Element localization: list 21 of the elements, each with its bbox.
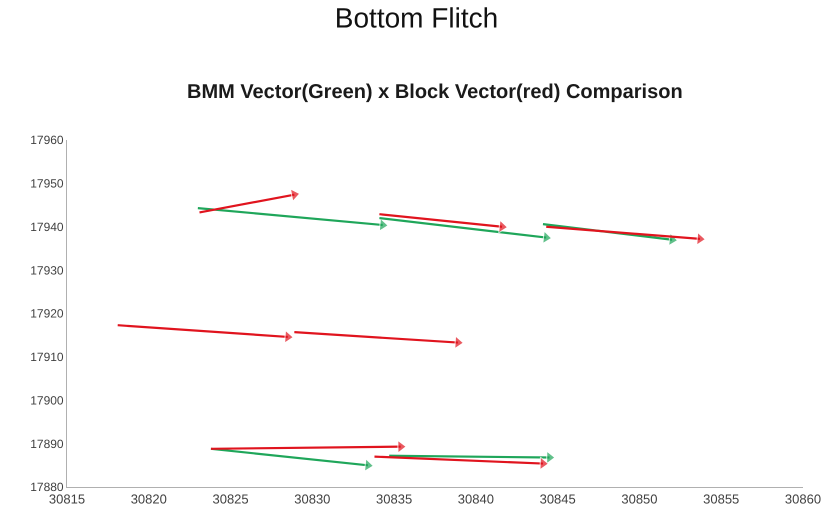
y-tick-label: 17960 [30,133,64,148]
x-tick-label: 30840 [458,492,494,507]
x-tick-label: 30820 [130,492,167,507]
x-tick-label: 30830 [294,492,330,507]
y-tick-label: 17900 [30,393,64,408]
y-tick-label: 17880 [30,480,64,494]
x-tick-label: 30815 [48,492,86,507]
y-tick-label: 17920 [30,306,64,321]
x-tick-label: 30825 [212,492,249,507]
x-tick-label: 30850 [621,492,658,507]
x-tick-label: 30860 [784,492,822,507]
chart-subtitle: BMM Vector(Green) x Block Vector(red) Comparison [187,81,683,103]
y-tick-label: 17890 [30,436,64,451]
x-tick-label: 30845 [540,492,576,507]
y-tick-label: 17930 [30,263,64,278]
x-tick-label: 30855 [703,492,740,507]
chart-title: Bottom Flitch [334,2,498,34]
y-tick-label: 17940 [30,220,64,234]
y-tick-label: 17950 [30,176,64,191]
x-tick-label: 30835 [376,492,412,507]
y-tick-label: 17910 [30,350,64,364]
